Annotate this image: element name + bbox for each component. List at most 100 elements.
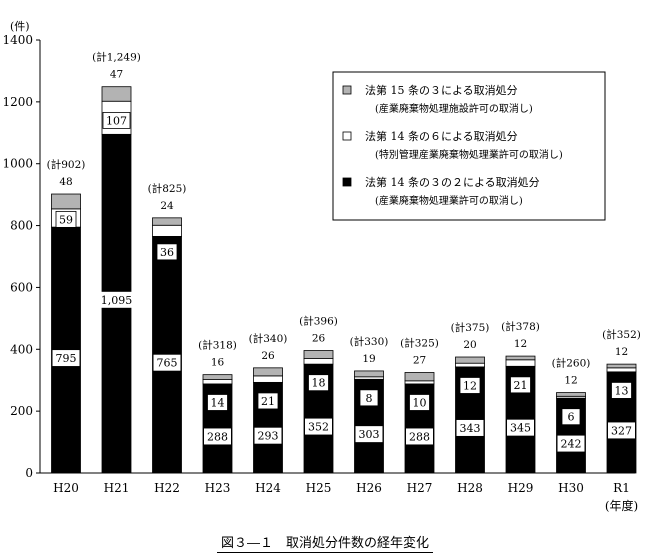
bar-segment-s2: [152, 224, 182, 237]
value-label-box: [409, 394, 430, 411]
value-label: 20: [463, 339, 476, 351]
legend-swatch-s3: [342, 177, 352, 187]
value-label: 13: [615, 384, 629, 397]
y-tick-label: 200: [10, 404, 33, 418]
bar-segment-s1: [202, 374, 233, 380]
value-label-box: [507, 419, 534, 436]
value-label-box: [355, 426, 383, 443]
value-label: 36: [160, 246, 174, 259]
value-label: 8: [366, 392, 373, 405]
value-label-box: [305, 418, 332, 435]
value-label-box: [557, 435, 585, 452]
total-label: (計325): [400, 336, 439, 349]
value-label: 303: [359, 428, 380, 441]
value-label-box: [102, 112, 131, 129]
value-label: 327: [611, 424, 632, 437]
x-tick-label: H25: [306, 481, 332, 495]
bar-segment-s2: [253, 375, 283, 383]
x-tick-label: H29: [508, 481, 534, 495]
total-label: (計378): [501, 320, 540, 333]
y-tick-label: 400: [10, 342, 33, 356]
y-tick-label: 600: [10, 280, 33, 294]
value-label-box: [207, 394, 228, 411]
x-tick-label: H20: [53, 481, 79, 495]
value-label-box: [608, 422, 635, 439]
bar-segment-s1: [101, 86, 132, 102]
total-label: (計396): [299, 315, 338, 328]
value-label: 765: [157, 357, 178, 370]
value-label-box: [459, 377, 481, 394]
value-label: 12: [514, 338, 527, 350]
total-label: (計902): [47, 158, 86, 171]
value-label: 47: [110, 69, 123, 81]
value-label-box: [308, 374, 329, 392]
total-label: (計375): [451, 321, 490, 334]
bar-segment-s1: [354, 370, 384, 378]
bar-segment-s1: [404, 372, 435, 382]
value-label: 18: [312, 377, 326, 390]
chart-title-container: 図３―１ 取消処分件数の経年変化: [0, 532, 650, 553]
value-label: 1,095: [101, 294, 133, 307]
value-label: 14: [211, 396, 225, 409]
x-tick-label: H21: [104, 481, 130, 495]
value-label: 59: [59, 213, 73, 226]
bar-segment-s2: [404, 380, 435, 385]
x-tick-label: H24: [255, 481, 281, 495]
value-label-box: [510, 376, 531, 394]
bar-segment-s2: [606, 367, 637, 373]
y-tick-label: 0: [25, 466, 33, 480]
value-label: 288: [409, 430, 430, 443]
bar-segment-s1: [455, 356, 485, 364]
value-label-box: [257, 392, 279, 410]
value-label: 12: [463, 379, 477, 392]
total-label: (計1,249): [92, 51, 141, 64]
bar-segment-s1: [253, 367, 283, 377]
value-label: 19: [362, 353, 375, 365]
bar-segment-s1: [556, 392, 586, 397]
value-label: 343: [460, 422, 481, 435]
value-label: 242: [561, 438, 582, 451]
value-label: 48: [59, 176, 72, 188]
value-label-box: [359, 389, 379, 407]
bar-segment-s2: [202, 379, 233, 385]
value-label: 293: [258, 430, 279, 443]
total-label: (計825): [148, 182, 187, 195]
total-label: (計318): [198, 339, 237, 352]
value-label: 288: [207, 430, 228, 443]
legend-label: 法第 14 条の６による取消処分: [365, 129, 518, 143]
y-tick-label: 1000: [2, 157, 33, 171]
chart-title: 図３―１ 取消処分件数の経年変化: [216, 536, 433, 553]
total-label: (計340): [249, 332, 288, 345]
x-tick-label: H26: [356, 481, 382, 495]
bar-segment-s2: [505, 359, 536, 367]
value-label-box: [456, 419, 484, 436]
total-label: (計260): [552, 357, 591, 370]
value-label-box: [611, 382, 632, 399]
value-label: 24: [160, 200, 174, 212]
bar-segment-s1: [51, 193, 81, 210]
legend-swatch-s1: [342, 85, 352, 95]
bar-segment-s1: [606, 363, 637, 369]
value-label: 12: [615, 346, 628, 358]
x-tick-label: H28: [457, 481, 483, 495]
value-label-box: [204, 428, 231, 445]
bar-segment-s1: [303, 350, 334, 359]
value-label-box: [55, 210, 77, 228]
legend-sublabel: (産業廃棄物処理業許可の取消し): [375, 194, 523, 207]
bar-chart-svg: 0 200 400 600 800 1000 1200 1400(件) 795 59 48 (計902…: [2, 20, 640, 513]
value-label-box: [96, 291, 137, 308]
x-tick-label: H22: [154, 481, 180, 495]
x-tick-label: H30: [558, 481, 584, 495]
value-label: 107: [106, 114, 127, 127]
value-label: 352: [308, 421, 329, 434]
legend-swatch-s2: [342, 131, 352, 141]
value-label: 10: [413, 396, 427, 409]
legend-sublabel: (特別管理産業廃棄物処理業許可の取消し): [375, 148, 563, 161]
legend-label: 法第 15 条の３による取消処分: [365, 83, 518, 97]
value-label: 16: [211, 357, 225, 369]
y-tick-label: 1400: [2, 33, 33, 47]
bar-segment-s2: [455, 362, 485, 368]
total-label: (計330): [350, 335, 389, 348]
value-label-box: [153, 354, 181, 371]
